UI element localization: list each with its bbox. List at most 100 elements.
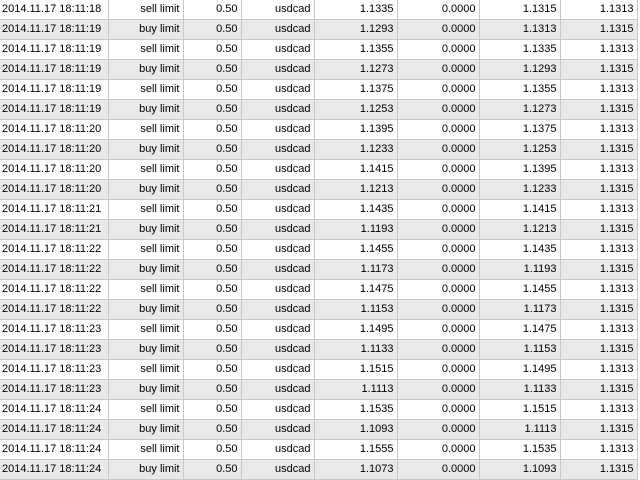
price-cell: 1.1213 xyxy=(314,179,398,200)
size-cell: 0.50 xyxy=(183,399,242,420)
table-row[interactable]: 2014.11.17 18:11:21 buy limit 0.50 usdcad 1.… xyxy=(0,219,638,240)
symbol-cell: usdcad xyxy=(241,79,315,100)
price-cell: 1.1555 xyxy=(314,439,398,460)
table-row[interactable]: 2014.11.17 18:11:20 buy limit 0.50 usdcad 1.… xyxy=(0,139,638,160)
symbol-cell: usdcad xyxy=(241,159,315,180)
table-row[interactable]: 2014.11.17 18:11:19 buy limit 0.50 usdcad 1.… xyxy=(0,19,638,40)
type-cell: buy limit xyxy=(108,419,184,440)
time-cell: 2014.11.17 18:11:19 xyxy=(0,99,109,120)
last-price-cell: 1.1313 xyxy=(560,159,638,180)
price-cell: 1.1073 xyxy=(314,459,398,480)
sl-cell: 0.0000 xyxy=(397,159,480,180)
table-row[interactable]: 2014.11.17 18:11:19 sell limit 0.50 usdcad 1… xyxy=(0,79,638,100)
symbol-cell: usdcad xyxy=(241,219,315,240)
type-cell: sell limit xyxy=(108,399,184,420)
time-cell: 2014.11.17 18:11:23 xyxy=(0,379,109,400)
type-cell: sell limit xyxy=(108,0,184,20)
table-row[interactable]: 2014.11.17 18:11:23 buy limit 0.50 usdcad 1.… xyxy=(0,379,638,400)
tp-cell: 1.1113 xyxy=(479,419,561,440)
time-cell: 2014.11.17 18:11:24 xyxy=(0,439,109,460)
size-cell: 0.50 xyxy=(183,319,242,340)
sl-cell: 0.0000 xyxy=(397,459,480,480)
size-cell: 0.50 xyxy=(183,39,242,60)
symbol-cell: usdcad xyxy=(241,319,315,340)
table-row[interactable]: 2014.11.17 18:11:22 buy limit 0.50 usdcad 1.… xyxy=(0,299,638,320)
type-cell: buy limit xyxy=(108,59,184,80)
price-cell: 1.1133 xyxy=(314,339,398,360)
time-cell: 2014.11.17 18:11:19 xyxy=(0,39,109,60)
time-cell: 2014.11.17 18:11:24 xyxy=(0,399,109,420)
size-cell: 0.50 xyxy=(183,79,242,100)
symbol-cell: usdcad xyxy=(241,139,315,160)
table-row[interactable]: 2014.11.17 18:11:19 buy limit 0.50 usdcad 1.… xyxy=(0,99,638,120)
table-row[interactable]: 2014.11.17 18:11:22 sell limit 0.50 usdcad 1… xyxy=(0,239,638,260)
size-cell: 0.50 xyxy=(183,0,242,20)
table-row[interactable]: 2014.11.17 18:11:23 sell limit 0.50 usdcad 1… xyxy=(0,319,638,340)
size-cell: 0.50 xyxy=(183,379,242,400)
table-row[interactable]: 2014.11.17 18:11:24 sell limit 0.50 usdcad 1… xyxy=(0,399,638,420)
last-price-cell: 1.1315 xyxy=(560,299,638,320)
sl-cell: 0.0000 xyxy=(397,219,480,240)
sl-cell: 0.0000 xyxy=(397,379,480,400)
type-cell: sell limit xyxy=(108,239,184,260)
sl-cell: 0.0000 xyxy=(397,419,480,440)
size-cell: 0.50 xyxy=(183,119,242,140)
table-row[interactable]: 2014.11.17 18:11:20 buy limit 0.50 usdcad 1.… xyxy=(0,179,638,200)
table-row[interactable]: 2014.11.17 18:11:24 buy limit 0.50 usdcad 1.… xyxy=(0,459,638,480)
tp-cell: 1.1375 xyxy=(479,119,561,140)
table-row[interactable]: 2014.11.17 18:11:24 sell limit 0.50 usdcad 1… xyxy=(0,439,638,460)
tp-cell: 1.1515 xyxy=(479,399,561,420)
sl-cell: 0.0000 xyxy=(397,139,480,160)
size-cell: 0.50 xyxy=(183,419,242,440)
symbol-cell: usdcad xyxy=(241,459,315,480)
sl-cell: 0.0000 xyxy=(397,359,480,380)
tp-cell: 1.1535 xyxy=(479,439,561,460)
tp-cell: 1.1335 xyxy=(479,39,561,60)
time-cell: 2014.11.17 18:11:18 xyxy=(0,0,109,20)
tp-cell: 1.1355 xyxy=(479,79,561,100)
sl-cell: 0.0000 xyxy=(397,279,480,300)
size-cell: 0.50 xyxy=(183,59,242,80)
price-cell: 1.1293 xyxy=(314,19,398,40)
last-price-cell: 1.1313 xyxy=(560,199,638,220)
symbol-cell: usdcad xyxy=(241,19,315,40)
type-cell: sell limit xyxy=(108,79,184,100)
table-row[interactable]: 2014.11.17 18:11:23 buy limit 0.50 usdcad 1.… xyxy=(0,339,638,360)
table-row[interactable]: 2014.11.17 18:11:18 sell limit 0.50 usdcad 1… xyxy=(0,0,638,20)
time-cell: 2014.11.17 18:11:23 xyxy=(0,339,109,360)
type-cell: sell limit xyxy=(108,199,184,220)
tp-cell: 1.1313 xyxy=(479,19,561,40)
type-cell: buy limit xyxy=(108,379,184,400)
time-cell: 2014.11.17 18:11:22 xyxy=(0,299,109,320)
last-price-cell: 1.1315 xyxy=(560,419,638,440)
last-price-cell: 1.1313 xyxy=(560,359,638,380)
table-row[interactable]: 2014.11.17 18:11:24 buy limit 0.50 usdcad 1.… xyxy=(0,419,638,440)
sl-cell: 0.0000 xyxy=(397,0,480,20)
sl-cell: 0.0000 xyxy=(397,39,480,60)
sl-cell: 0.0000 xyxy=(397,119,480,140)
time-cell: 2014.11.17 18:11:21 xyxy=(0,199,109,220)
symbol-cell: usdcad xyxy=(241,0,315,20)
table-row[interactable]: 2014.11.17 18:11:21 sell limit 0.50 usdcad 1… xyxy=(0,199,638,220)
last-price-cell: 1.1315 xyxy=(560,19,638,40)
table-row[interactable]: 2014.11.17 18:11:19 buy limit 0.50 usdcad 1.… xyxy=(0,59,638,80)
table-row[interactable]: 2014.11.17 18:11:22 sell limit 0.50 usdcad 1… xyxy=(0,279,638,300)
sl-cell: 0.0000 xyxy=(397,79,480,100)
table-row[interactable]: 2014.11.17 18:11:20 sell limit 0.50 usdcad 1… xyxy=(0,159,638,180)
symbol-cell: usdcad xyxy=(241,419,315,440)
price-cell: 1.1273 xyxy=(314,59,398,80)
table-row[interactable]: 2014.11.17 18:11:22 buy limit 0.50 usdcad 1.… xyxy=(0,259,638,280)
price-cell: 1.1093 xyxy=(314,419,398,440)
table-row[interactable]: 2014.11.17 18:11:20 sell limit 0.50 usdcad 1… xyxy=(0,119,638,140)
table-row[interactable]: 2014.11.17 18:11:19 sell limit 0.50 usdcad 1… xyxy=(0,39,638,60)
last-price-cell: 1.1313 xyxy=(560,0,638,20)
last-price-cell: 1.1315 xyxy=(560,379,638,400)
price-cell: 1.1253 xyxy=(314,99,398,120)
size-cell: 0.50 xyxy=(183,99,242,120)
time-cell: 2014.11.17 18:11:22 xyxy=(0,259,109,280)
table-row[interactable]: 2014.11.17 18:11:23 sell limit 0.50 usdcad 1… xyxy=(0,359,638,380)
price-cell: 1.1455 xyxy=(314,239,398,260)
last-price-cell: 1.1313 xyxy=(560,399,638,420)
